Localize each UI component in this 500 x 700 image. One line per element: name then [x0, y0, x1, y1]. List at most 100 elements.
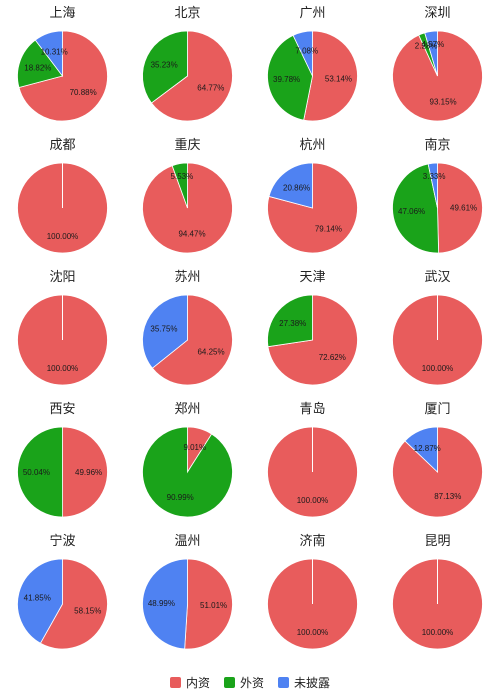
- pie-slice-domestic[interactable]: [184, 558, 233, 650]
- pie-label-undisclosed: 10.31%: [41, 47, 68, 56]
- pie-chart: 南京 49.61% 47.06% 3.33%: [375, 132, 500, 264]
- pie-chart: 武汉 100.00%: [375, 264, 500, 396]
- pie-label-domestic: 100.00%: [297, 628, 329, 637]
- pie-svg: 49.96% 50.04%: [17, 426, 108, 518]
- pie-title: 青岛: [299, 402, 326, 417]
- pie-label-foreign: 35.23%: [151, 60, 178, 69]
- pie-chart: 杭州 79.14% 20.86%: [250, 132, 375, 264]
- pie-label-domestic: 87.13%: [434, 492, 461, 501]
- pie-title: 沈阳: [49, 270, 76, 285]
- pie-svg: 51.01% 48.99%: [142, 558, 233, 650]
- legend-item-domestic[interactable]: 内资: [169, 674, 210, 691]
- pie-chart: 昆明 100.00%: [375, 528, 500, 660]
- pie-slice-undisclosed[interactable]: [34, 30, 63, 78]
- pie-svg: 49.61% 47.06% 3.33%: [392, 162, 483, 254]
- pie-slice-foreign[interactable]: [142, 30, 188, 104]
- pie-title: 昆明: [424, 534, 451, 549]
- pie-label-domestic: 49.61%: [450, 204, 477, 213]
- pie-chart: 北京 64.77% 35.23%: [125, 0, 250, 132]
- pie-slice-undisclosed[interactable]: [268, 162, 313, 209]
- pie-label-domestic: 100.00%: [297, 496, 329, 505]
- pie-svg: 64.77% 35.23%: [142, 30, 233, 122]
- pie-slice-foreign[interactable]: [17, 39, 64, 89]
- pie-label-domestic: 100.00%: [47, 364, 79, 373]
- pie-chart: 西安 49.96% 50.04%: [0, 396, 125, 528]
- pie-label-foreign: 47.06%: [398, 207, 425, 216]
- pie-title: 重庆: [174, 138, 201, 153]
- pie-chart: 深圳 93.15% 2.28% 4.57%: [375, 0, 500, 132]
- legend-label-undisclosed: 未披露: [294, 675, 331, 690]
- pie-title: 宁波: [49, 534, 76, 549]
- legend-item-undisclosed[interactable]: 未披露: [278, 674, 330, 691]
- pie-slice-undisclosed[interactable]: [142, 558, 188, 650]
- pie-svg: 100.00%: [267, 558, 358, 650]
- pie-label-domestic: 9.01%: [183, 443, 206, 452]
- pie-title: 苏州: [174, 270, 201, 285]
- pie-title: 广州: [299, 6, 326, 21]
- pie-chart: 温州 51.01% 48.99%: [125, 528, 250, 660]
- legend-swatch-domestic: [169, 676, 181, 688]
- pie-label-domestic: 100.00%: [422, 364, 454, 373]
- pie-title: 济南: [299, 534, 326, 549]
- pie-title: 北京: [174, 6, 201, 21]
- pie-label-domestic: 51.01%: [200, 601, 227, 610]
- legend-item-foreign[interactable]: 外资: [223, 674, 264, 691]
- pie-chart: 苏州 64.25% 35.75%: [125, 264, 250, 396]
- pie-chart: 上海 70.88% 18.82% 10.31%: [0, 0, 125, 132]
- pie-label-foreign: 50.04%: [23, 468, 50, 477]
- pie-title: 天津: [299, 270, 326, 285]
- pie-label-domestic: 100.00%: [422, 628, 454, 637]
- pie-label-domestic: 64.77%: [197, 84, 224, 93]
- pie-slice-domestic[interactable]: [18, 30, 108, 122]
- pie-slice-domestic[interactable]: [437, 162, 483, 254]
- legend: 内资 外资 未披露: [0, 670, 500, 694]
- pie-label-domestic: 79.14%: [315, 225, 342, 234]
- pie-label-undisclosed: 35.75%: [150, 325, 177, 334]
- pie-label-undisclosed: 41.85%: [24, 593, 51, 602]
- pie-slice-undisclosed[interactable]: [427, 162, 438, 209]
- pie-svg: 53.14% 39.78% 7.08%: [267, 30, 358, 122]
- pie-title: 温州: [174, 534, 201, 549]
- pie-slice-undisclosed[interactable]: [404, 426, 438, 473]
- pie-label-undisclosed: 48.99%: [148, 599, 175, 608]
- pie-slice-domestic[interactable]: [39, 558, 108, 650]
- legend-swatch-foreign: [223, 676, 235, 688]
- pie-label-foreign: 90.99%: [167, 493, 194, 502]
- pie-slice-foreign[interactable]: [171, 162, 188, 209]
- pie-slice-domestic[interactable]: [151, 294, 233, 386]
- pie-label-undisclosed: 20.86%: [283, 183, 310, 192]
- pie-label-foreign: 39.78%: [273, 75, 300, 84]
- pie-slice-foreign[interactable]: [267, 294, 313, 348]
- pie-label-domestic: 49.96%: [75, 468, 102, 477]
- pie-label-undisclosed: 7.08%: [295, 47, 318, 56]
- pie-slice-domestic[interactable]: [303, 30, 358, 122]
- pie-slice-foreign[interactable]: [142, 426, 233, 518]
- pie-slice-undisclosed[interactable]: [17, 558, 63, 644]
- pie-title: 成都: [49, 138, 76, 153]
- pie-svg: 100.00%: [17, 294, 108, 386]
- pie-slice-undisclosed[interactable]: [142, 294, 188, 369]
- pie-svg: 100.00%: [17, 162, 108, 254]
- pie-chart: 成都 100.00%: [0, 132, 125, 264]
- pie-chart: 青岛 100.00%: [250, 396, 375, 528]
- pie-title: 武汉: [424, 270, 451, 285]
- pie-slice-foreign[interactable]: [17, 426, 64, 518]
- pie-label-domestic: 64.25%: [197, 347, 224, 356]
- pie-svg: 94.47% 5.53%: [142, 162, 233, 254]
- pie-slice-foreign[interactable]: [392, 163, 440, 254]
- pie-title: 上海: [49, 6, 76, 21]
- pie-slice-domestic[interactable]: [62, 426, 108, 518]
- pie-title: 杭州: [299, 138, 326, 153]
- pie-slice-undisclosed[interactable]: [424, 30, 438, 77]
- pie-chart: 厦门 87.13% 12.87%: [375, 396, 500, 528]
- pie-chart: 济南 100.00%: [250, 528, 375, 660]
- pie-label-domestic: 58.15%: [74, 607, 101, 616]
- pie-slice-undisclosed[interactable]: [292, 30, 313, 77]
- pie-label-domestic: 100.00%: [47, 232, 79, 241]
- pie-chart: 广州 53.14% 39.78% 7.08%: [250, 0, 375, 132]
- pie-svg: 72.62% 27.38%: [267, 294, 358, 386]
- pie-chart-grid: 上海 70.88% 18.82% 10.31% 北京 64.77% 35.23% 广州 53.1…: [0, 0, 500, 660]
- pie-slice-domestic[interactable]: [150, 30, 233, 122]
- pie-slice-foreign[interactable]: [267, 34, 313, 121]
- pie-label-undisclosed: 12.87%: [414, 444, 441, 453]
